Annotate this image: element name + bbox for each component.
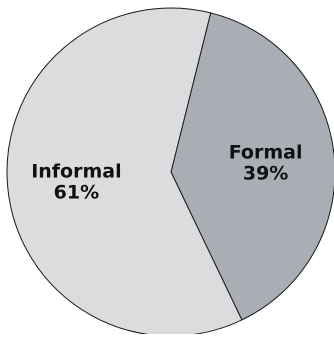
slice-label-informal: Informal bbox=[31, 161, 121, 183]
slice-value-informal: 61% bbox=[54, 182, 99, 204]
slice-label-formal: Formal bbox=[229, 141, 303, 163]
slice-value-formal: 39% bbox=[243, 162, 288, 184]
pie-slice-formal bbox=[170, 12, 334, 321]
